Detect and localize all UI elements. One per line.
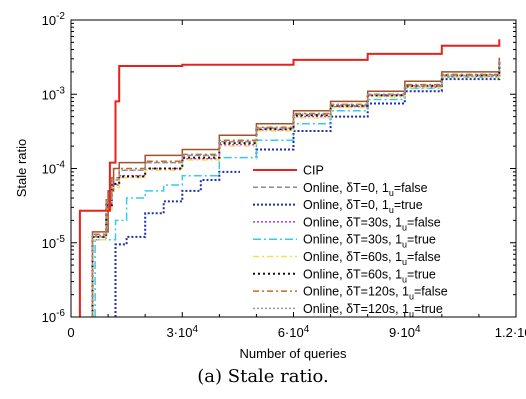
y-tick-label: 10-6 — [42, 308, 66, 325]
legend-entry-label: Online, δT=120s, 1u=false — [303, 285, 448, 302]
series-line-7 — [91, 59, 501, 317]
figure-caption: (a) Stale ratio. — [197, 366, 329, 387]
y-axis-label: Stale ratio — [14, 139, 29, 198]
series-line-0 — [78, 39, 501, 317]
stale-ratio-chart: 0 3·104 6·104 9·104 1.2·105 10-6 10-5 10-4 10-3 1… — [14, 11, 526, 361]
axis-tick-labels: 0 3·104 6·104 9·104 1.2·105 10-6 10-5 10-4 10-3 1… — [42, 11, 526, 340]
legend-entry-label: Online, δT=30s, 1u=false — [303, 215, 441, 232]
legend-entry-label: Online, δT=0, 1u=false — [303, 181, 428, 198]
x-tick-label: 0 — [67, 325, 74, 340]
legend-entry-label: Online, δT=120s, 1u=true — [303, 302, 443, 319]
x-axis-label: Number of queries — [240, 346, 347, 361]
legend-entry-label: Online, δT=60s, 1u=true — [303, 267, 436, 284]
x-tick-label: 3·104 — [166, 324, 198, 340]
legend-entry-label: Online, δT=30s, 1u=true — [303, 233, 436, 250]
plot-series-group — [78, 39, 501, 317]
x-tick-label: 1.2·105 — [495, 324, 526, 340]
y-tick-label: 10-2 — [42, 11, 66, 28]
legend-background — [240, 160, 508, 310]
y-tick-label: 10-3 — [42, 85, 66, 102]
legend-entry-label: Online, δT=60s, 1u=false — [303, 250, 441, 267]
x-tick-label: 6·104 — [278, 324, 310, 340]
y-tick-label: 10-5 — [42, 234, 66, 251]
legend-entry-label: Online, δT=0, 1u=true — [303, 198, 423, 215]
y-tick-label: 10-4 — [42, 160, 66, 177]
legend-entry-label: CIP — [303, 164, 324, 178]
x-tick-label: 9·104 — [389, 324, 421, 340]
axis-ticks — [70, 19, 517, 318]
